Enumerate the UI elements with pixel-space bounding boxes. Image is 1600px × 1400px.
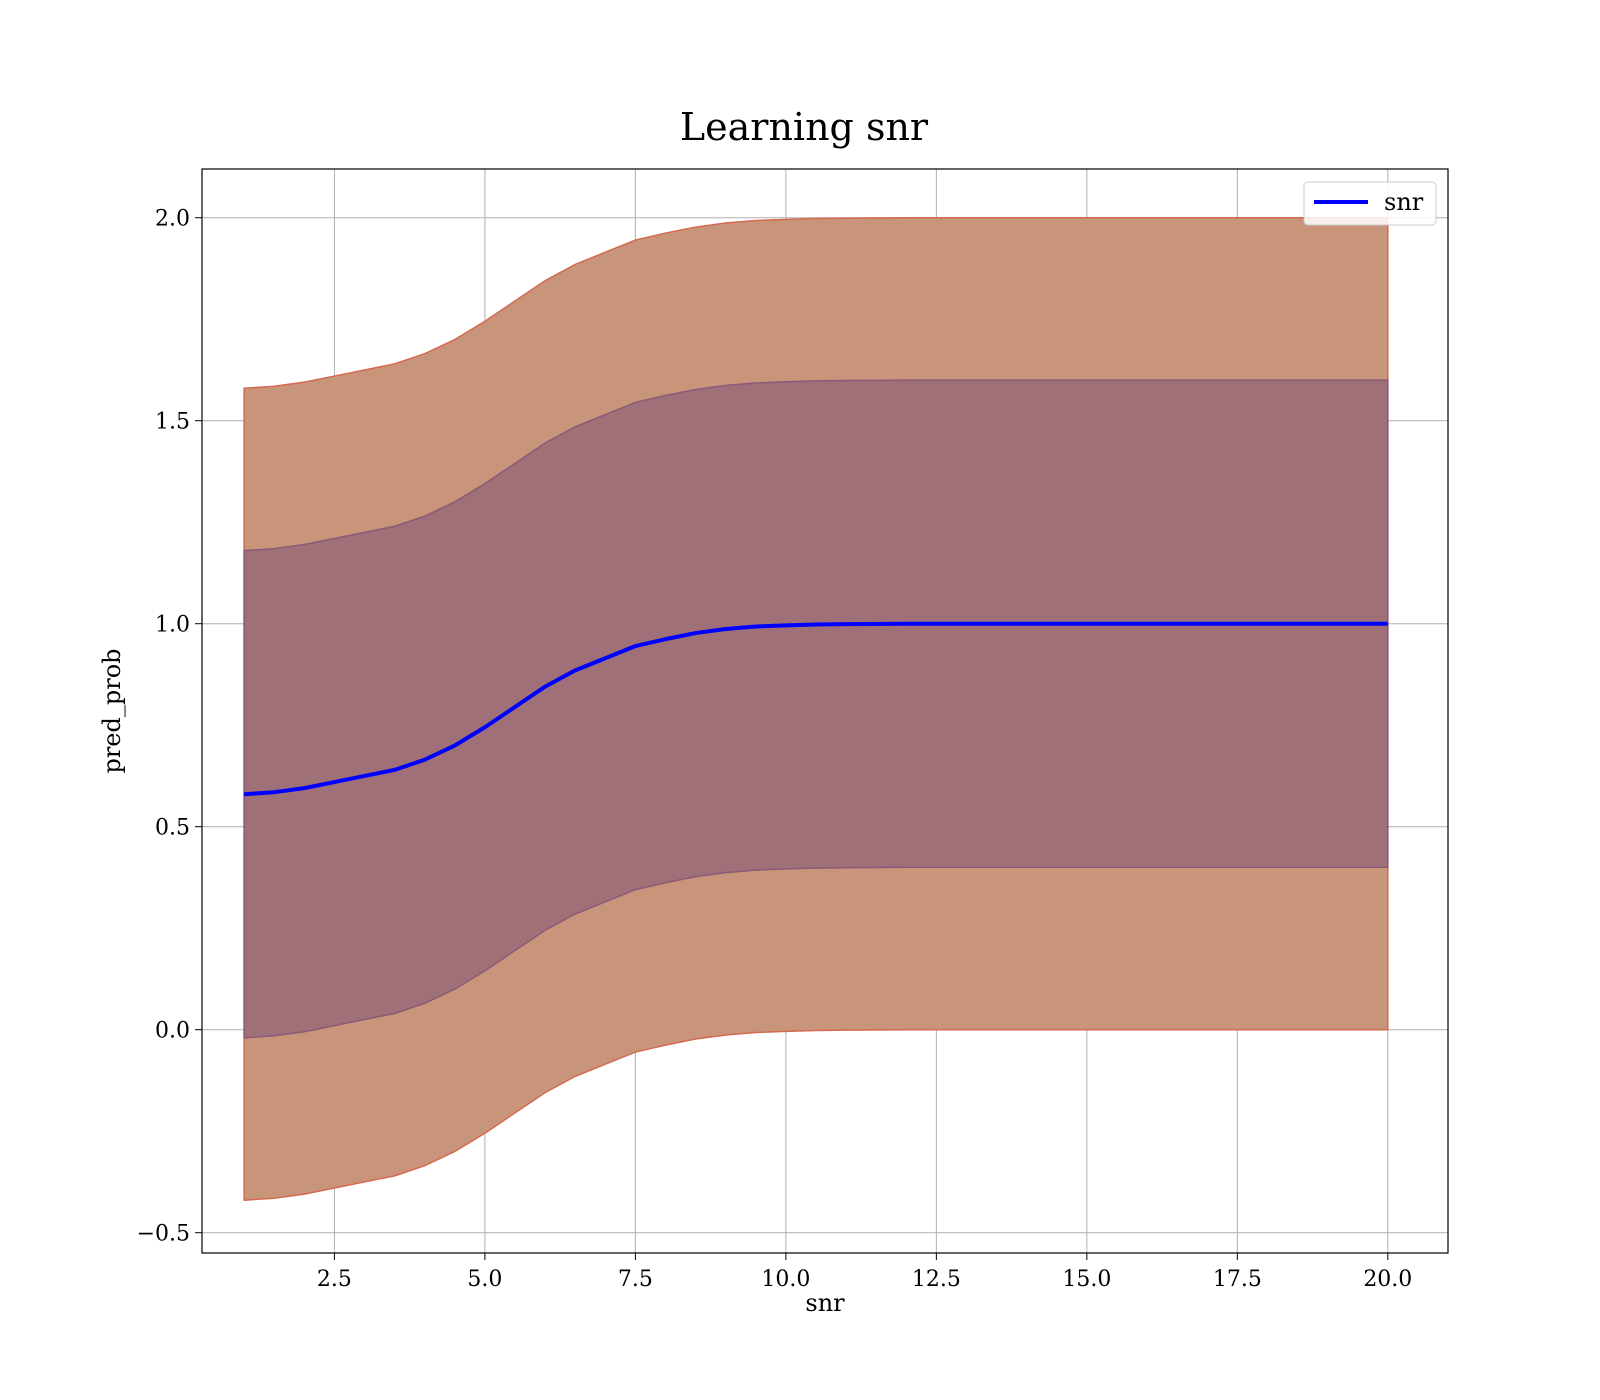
x-tick-label: 20.0 bbox=[1363, 1267, 1412, 1292]
band-inner bbox=[243, 379, 1389, 1039]
confidence-bands bbox=[243, 216, 1389, 1202]
x-tick-label: 10.0 bbox=[761, 1267, 810, 1292]
y-tick-label: 0.0 bbox=[155, 1019, 190, 1044]
series-line-snr bbox=[244, 621, 1388, 797]
y-tick-label: 1.0 bbox=[155, 613, 190, 638]
x-tick-label: 15.0 bbox=[1062, 1267, 1111, 1292]
x-tick-label: 17.5 bbox=[1213, 1267, 1262, 1292]
y-tick-label: 1.5 bbox=[155, 410, 190, 435]
y-tick-label: 2.0 bbox=[155, 207, 190, 232]
y-tick-label: 0.5 bbox=[155, 816, 190, 841]
x-axis-ticks: 2.5 5.0 7.5 10.0 12.5 15.0 17.5 20.0 bbox=[317, 1253, 1412, 1292]
plot-frame bbox=[201, 168, 1449, 1254]
legend-box bbox=[1303, 181, 1437, 226]
legend-label-snr: snr bbox=[1384, 188, 1424, 216]
x-tick-label: 5.0 bbox=[467, 1267, 502, 1292]
x-tick-label: 7.5 bbox=[618, 1267, 653, 1292]
y-axis-ticks: −0.5 0.0 0.5 1.0 1.5 2.0 bbox=[137, 207, 202, 1247]
y-axis-label: pred_prob bbox=[98, 648, 126, 773]
chart-title: Learning snr bbox=[680, 105, 929, 149]
legend: snr bbox=[1303, 181, 1437, 226]
x-axis-label: snr bbox=[805, 1289, 845, 1317]
x-tick-label: 2.5 bbox=[317, 1267, 352, 1292]
y-tick-label: −0.5 bbox=[137, 1222, 190, 1247]
series-lines bbox=[244, 621, 1388, 797]
x-tick-label: 12.5 bbox=[912, 1267, 961, 1292]
